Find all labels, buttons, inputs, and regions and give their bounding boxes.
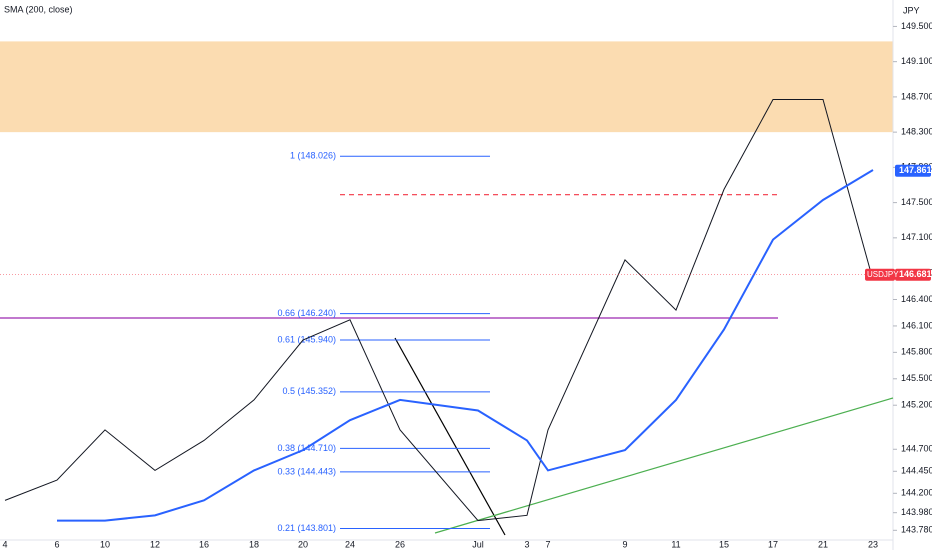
y-tick-label: 147.500 xyxy=(901,197,932,207)
x-tick-label: 23 xyxy=(868,539,878,549)
x-tick-label: 10 xyxy=(100,539,110,549)
x-tick-label: 21 xyxy=(818,539,828,549)
x-tick-label: 6 xyxy=(54,539,59,549)
x-tick-label: 7 xyxy=(545,539,550,549)
x-tick-label: 17 xyxy=(768,539,778,549)
y-tick-label: 144.200 xyxy=(901,488,932,498)
x-tick-label: 18 xyxy=(249,539,259,549)
y-tick-label: 149.500 xyxy=(901,21,932,31)
x-tick-label: 24 xyxy=(345,539,355,549)
trendline xyxy=(394,337,506,536)
x-tick-label: 16 xyxy=(199,539,209,549)
x-tick-label: 9 xyxy=(622,539,627,549)
y-tick-label: 145.800 xyxy=(901,347,932,357)
y-tick-label: 144.450 xyxy=(901,466,932,476)
y-tick-label: 143.980 xyxy=(901,507,932,517)
y-tick-label: 145.500 xyxy=(901,373,932,383)
x-tick-label: 26 xyxy=(395,539,405,549)
x-tick-label: 12 xyxy=(150,539,160,549)
x-tick-label: 4 xyxy=(2,539,7,549)
fib-label: 0.33 (144.443) xyxy=(277,466,336,476)
y-tick-label: 144.700 xyxy=(901,444,932,454)
x-tick-label: Jul xyxy=(472,539,484,549)
price-tag-label: 147.861 xyxy=(899,165,932,175)
x-tick-label: 20 xyxy=(298,539,308,549)
x-tick-label: 3 xyxy=(524,539,529,549)
y-tick-label: 147.100 xyxy=(901,232,932,242)
fib-label: 1 (148.026) xyxy=(290,151,336,161)
y-tick-label: 143.780 xyxy=(901,525,932,535)
price-tag xyxy=(895,268,931,281)
fib-label: 0.5 (145.352) xyxy=(282,386,336,396)
price-tag-label: 146.681 xyxy=(899,269,932,279)
y-tick-label: 145.200 xyxy=(901,400,932,410)
fib-label: 0.21 (143.801) xyxy=(277,523,336,533)
series-line xyxy=(4,99,874,522)
y-tick-label: 146.100 xyxy=(901,320,932,330)
indicator-label: SMA (200, close) xyxy=(4,4,73,14)
currency: JPY xyxy=(903,5,920,15)
y-tick-label: 149.100 xyxy=(901,56,932,66)
y-tick-label: 148.300 xyxy=(901,127,932,137)
x-tick-label: 15 xyxy=(719,539,729,549)
symbol-tag xyxy=(865,268,895,281)
symbol-label: USDJPY xyxy=(867,270,899,279)
y-tick-label: 146.400 xyxy=(901,294,932,304)
x-tick-label: 11 xyxy=(671,539,680,549)
fib-label: 0.66 (146.240) xyxy=(277,308,336,318)
zone xyxy=(0,41,893,133)
series-line xyxy=(57,169,874,522)
trendline xyxy=(434,397,894,534)
price-tag xyxy=(895,164,931,177)
fib-label: 0.61 (145.940) xyxy=(277,334,336,344)
y-tick-label: 148.700 xyxy=(901,91,932,101)
